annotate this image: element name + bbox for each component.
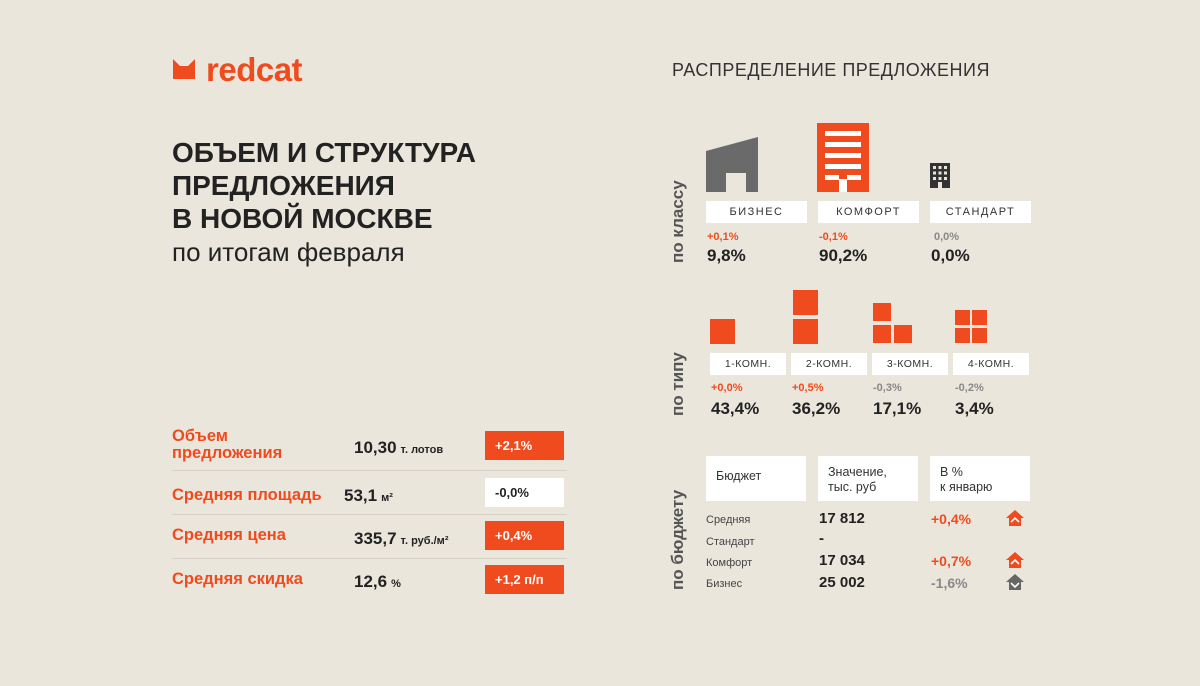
budget-row-value: 17 034 [819, 552, 865, 569]
budget-row-change: +0,4% [931, 511, 972, 527]
class-tag-standard: СТАНДАРТ [930, 201, 1031, 223]
type-share-1room: 43,4% [711, 399, 760, 418]
headline-subtitle: по итогам февраля [172, 237, 405, 267]
headline: ОБЪЕМ И СТРУКТУРА ПРЕДЛОЖЕНИЯ В НОВОЙ МО… [172, 136, 532, 269]
class-share-standard: 0,0% [931, 246, 970, 265]
metric-row-area: Средняя площадь 53,1 м² -0,0% [172, 471, 567, 515]
class-share-comfort: 90,2% [819, 246, 868, 265]
comfort-building-icon [817, 123, 869, 192]
metric-change-badge: +2,1% [485, 431, 564, 460]
type-delta-3room: -0,3% [873, 382, 902, 394]
standard-building-icon [930, 163, 950, 188]
business-building-icon [706, 137, 758, 192]
budget-row-label: Средняя [706, 514, 751, 526]
class-delta-standard: 0,0% [934, 231, 960, 243]
metric-value: 335,7 т. руб./м² [354, 529, 449, 548]
class-delta-comfort: -0,1% [819, 231, 848, 243]
brand-logo: redcat [172, 50, 303, 88]
type-tag-2room: 2-КОМН. [791, 353, 867, 375]
cat-ears-icon [173, 59, 195, 79]
budget-row-value: 17 812 [819, 510, 865, 527]
metric-row-discount: Средняя скидка 12,6% +1,2 п/п [172, 559, 567, 603]
type-share-3room: 17,1% [873, 399, 922, 418]
budget-row-label: Комфорт [706, 557, 753, 569]
metric-label: Средняя скидка [172, 570, 303, 588]
metric-value: 53,1 м² [344, 486, 393, 505]
metric-label: Средняя цена [172, 526, 286, 544]
budget-row-change: +0,7% [931, 553, 972, 569]
class-tag-business: БИЗНЕС [706, 201, 807, 223]
section-label-by-class: по классу [668, 180, 687, 263]
type-delta-4room: -0,2% [955, 382, 984, 394]
metric-value: 10,30 т. лотов [354, 438, 444, 457]
budget-row-label: Стандарт [706, 536, 755, 548]
budget-row-value: 25 002 [819, 574, 865, 591]
metric-change-badge: +0,4% [485, 521, 564, 550]
budget-header-change: В % к январю [930, 456, 1030, 501]
key-metrics: Объем предложения 10,30 т. лотов +2,1% Ср… [172, 427, 567, 603]
metric-row-price: Средняя цена 335,7 т. руб./м² +0,4% [172, 515, 567, 559]
metric-row-volume: Объем предложения 10,30 т. лотов +2,1% [172, 427, 567, 471]
headline-line-3: В НОВОЙ МОСКВЕ [172, 203, 433, 234]
type-share-2room: 36,2% [792, 399, 841, 418]
budget-header-name: Бюджет [706, 456, 806, 501]
budget-header-value: Значение, тыс. руб [818, 456, 918, 501]
metric-label: Объем предложения [172, 427, 283, 462]
house-up-icon [1006, 510, 1024, 526]
section-label-by-budget: по бюджету [668, 489, 687, 590]
house-up-icon [1006, 552, 1024, 568]
metric-value: 12,6% [354, 572, 401, 591]
house-down-icon [1006, 574, 1024, 590]
type-delta-1room: +0,0% [711, 382, 743, 394]
class-delta-business: +0,1% [707, 231, 739, 243]
distribution-title: РАСПРЕДЕЛЕНИЕ ПРЕДЛОЖЕНИЯ [672, 60, 990, 80]
type-share-4room: 3,4% [955, 399, 994, 418]
type-delta-2room: +0,5% [792, 382, 824, 394]
metric-change-badge: -0,0% [485, 478, 564, 507]
headline-line-1: ОБЪЕМ И СТРУКТУРА [172, 137, 476, 168]
metric-label: Средняя площадь [172, 486, 322, 504]
section-label-by-type: по типу [668, 352, 687, 416]
headline-line-2: ПРЕДЛОЖЕНИЯ [172, 170, 395, 201]
budget-row-value: - [819, 530, 824, 547]
class-share-business: 9,8% [707, 246, 746, 265]
budget-row-label: Бизнес [706, 578, 743, 590]
metric-change-badge: +1,2 п/п [485, 565, 564, 594]
type-tag-4room: 4-КОМН. [953, 353, 1029, 375]
class-tag-comfort: КОМФОРТ [818, 201, 919, 223]
budget-row-change: -1,6% [931, 575, 968, 591]
type-tag-1room: 1-КОМН. [710, 353, 786, 375]
brand-name: redcat [206, 50, 303, 88]
type-tag-3room: 3-КОМН. [872, 353, 948, 375]
